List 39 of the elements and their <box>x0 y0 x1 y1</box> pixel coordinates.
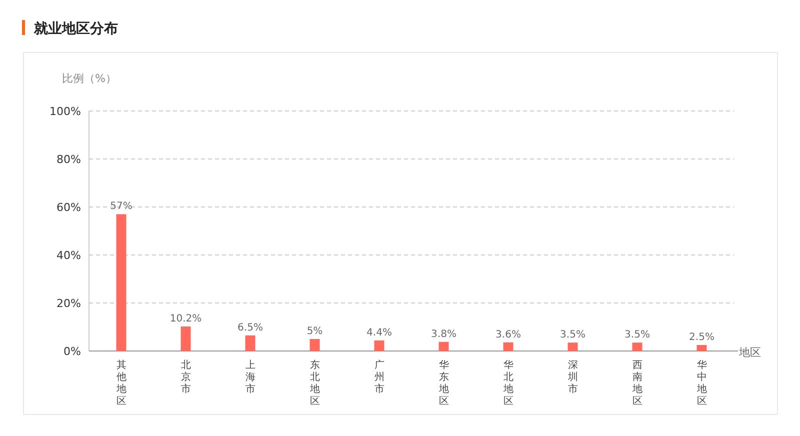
data-label: 5% <box>306 326 323 337</box>
data-label: 57% <box>110 201 132 212</box>
x-tick-label: 北京市 <box>180 359 191 395</box>
bar <box>116 214 126 351</box>
data-label: 4.4% <box>366 327 392 338</box>
x-tick-label: 广州市 <box>374 359 384 395</box>
bar <box>632 342 642 351</box>
x-tick-label: 西南地区 <box>631 360 642 407</box>
x-tick-label: 其他地区 <box>115 359 126 407</box>
x-axis-title: 地区 <box>738 346 761 359</box>
data-label: 10.2% <box>170 314 202 325</box>
bar <box>696 345 707 351</box>
bar <box>568 342 578 351</box>
data-label: 3.5% <box>560 330 586 341</box>
bar <box>310 339 320 351</box>
bar <box>245 335 256 351</box>
x-tick-label: 华北地区 <box>502 359 514 407</box>
y-tick-label: 80% <box>56 153 81 166</box>
data-label: 6.5% <box>238 322 263 334</box>
data-label: 3.8% <box>431 328 456 340</box>
y-tick-label: 0% <box>64 345 81 358</box>
chart-title: 就业地区分布 <box>33 21 118 37</box>
x-tick-label: 东北地区 <box>308 359 320 407</box>
y-axis-title: 比例（%） <box>62 72 116 85</box>
x-tick-label: 华中地区 <box>696 359 707 407</box>
data-label: 3.6% <box>496 329 521 340</box>
bar <box>503 342 514 351</box>
x-tick-label: 上海市 <box>245 359 256 395</box>
bar <box>374 340 384 351</box>
x-tick-label: 深圳市 <box>566 359 578 395</box>
y-tick-label: 60% <box>56 201 81 214</box>
bar <box>438 342 449 351</box>
bar <box>180 326 191 351</box>
data-label: 3.5% <box>624 330 650 341</box>
data-label: 2.5% <box>689 332 714 343</box>
x-tick-label: 华东地区 <box>438 359 449 407</box>
y-tick-label: 100% <box>50 105 81 118</box>
y-tick-label: 20% <box>56 297 81 310</box>
y-tick-label: 40% <box>56 249 81 262</box>
